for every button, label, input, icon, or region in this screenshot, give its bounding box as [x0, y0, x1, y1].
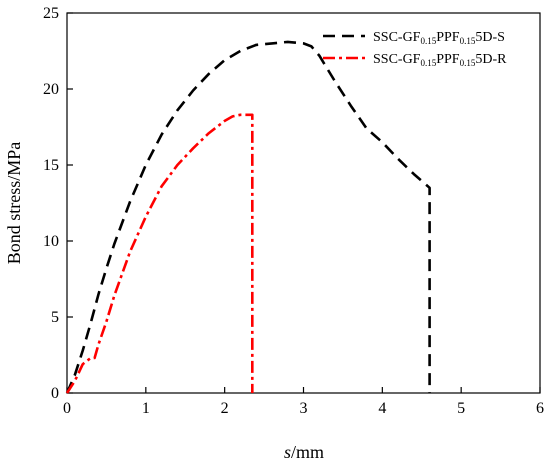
- x-axis-variable: s: [284, 442, 291, 462]
- x-tick-label: 0: [63, 400, 71, 417]
- y-tick-label: 0: [51, 385, 59, 402]
- legend-label-part: SSC-GF: [373, 52, 421, 67]
- series-line-2: [65, 113, 254, 394]
- legend-label-part: PPF: [436, 52, 460, 67]
- y-tick-label: 20: [43, 81, 59, 98]
- legend-label-part: 5D-R: [475, 52, 507, 67]
- x-axis-title: s/mm: [284, 442, 324, 462]
- data-series: [65, 40, 431, 394]
- legend-label-1: SSC-GF0.15PPF0.155D-S: [373, 30, 505, 46]
- y-axis-title: Bond stress/MPa: [4, 142, 24, 265]
- x-tick-label: 1: [142, 400, 150, 417]
- series-line-1: [65, 40, 431, 394]
- legend-label-2: SSC-GF0.15PPF0.155D-R: [373, 52, 507, 68]
- legend-label-part: 5D-S: [475, 30, 505, 45]
- x-tick-label: 4: [378, 400, 386, 417]
- y-tick-label: 25: [43, 5, 59, 22]
- y-tick-label: 5: [51, 309, 59, 326]
- legend-subscript: 0.15: [460, 36, 476, 46]
- x-axis-unit: /mm: [291, 442, 324, 462]
- y-tick-label: 15: [43, 157, 59, 174]
- x-tick-label: 5: [457, 400, 465, 417]
- plot-frame: [66, 12, 541, 394]
- x-tick-label: 3: [300, 400, 308, 417]
- x-tick-label: 6: [536, 400, 544, 417]
- y-tick-label: 10: [43, 233, 59, 250]
- legend: SSC-GF0.15PPF0.155D-SSSC-GF0.15PPF0.155D…: [323, 30, 507, 68]
- legend-label-part: PPF: [436, 30, 460, 45]
- legend-subscript: 0.15: [420, 36, 436, 46]
- legend-subscript: 0.15: [460, 58, 476, 68]
- axis-ticks: 0 1 2 3 4 5 6 0 5 10 15 20 25: [43, 5, 544, 417]
- legend-label-part: SSC-GF: [373, 30, 421, 45]
- legend-subscript: 0.15: [420, 58, 436, 68]
- x-tick-label: 2: [221, 400, 229, 417]
